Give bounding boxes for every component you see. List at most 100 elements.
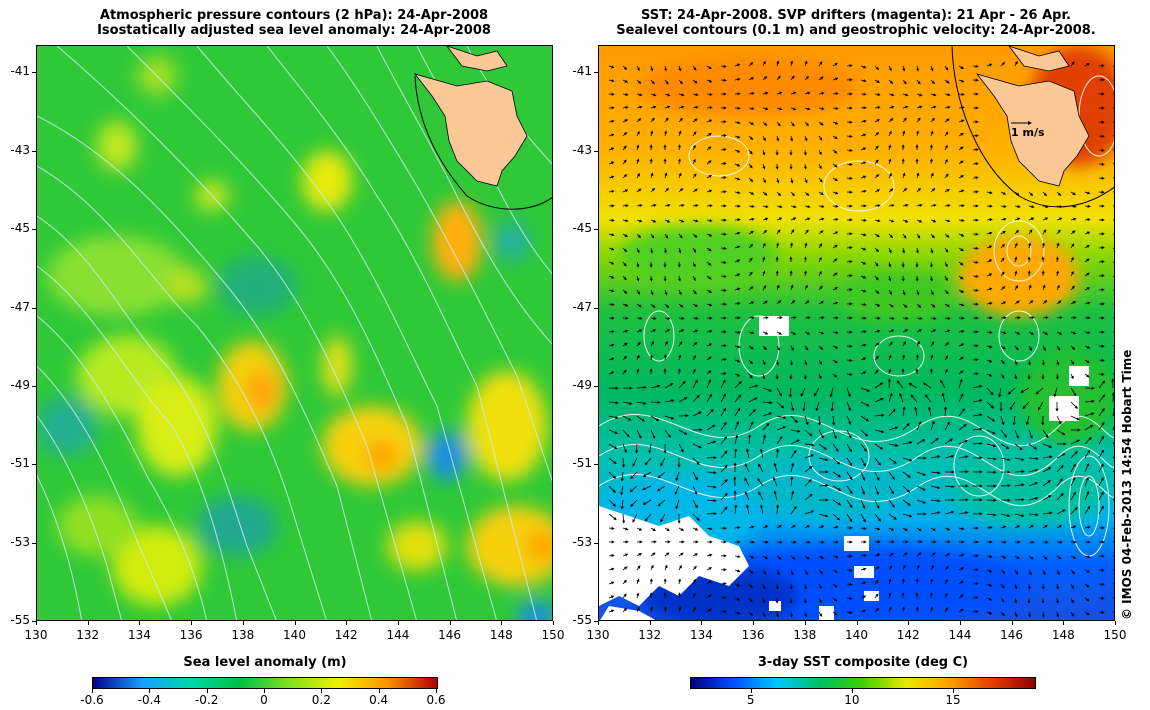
velocity-arrow — [650, 289, 654, 296]
velocity-arrow — [630, 471, 638, 479]
velocity-arrow — [958, 79, 965, 83]
velocity-arrow — [1084, 204, 1091, 208]
velocity-arrow — [1028, 468, 1039, 473]
velocity-arrow — [944, 204, 951, 208]
velocity-arrow — [902, 172, 906, 179]
left-lon-tick-label: 148 — [489, 628, 513, 642]
velocity-arrow — [706, 79, 713, 83]
velocity-arrow — [636, 303, 642, 308]
velocity-arrow — [636, 316, 643, 320]
velocity-arrow — [1056, 345, 1061, 351]
velocity-arrow — [762, 191, 768, 196]
velocity-arrow — [762, 135, 766, 142]
velocity-arrow — [608, 302, 615, 307]
velocity-arrow — [720, 148, 727, 152]
velocity-arrow — [776, 426, 787, 431]
velocity-arrow — [692, 368, 696, 375]
velocity-arrow — [790, 229, 795, 235]
velocity-arrow — [622, 79, 629, 83]
right-lon-tick — [701, 621, 703, 625]
right-lon-tick — [1011, 621, 1013, 625]
velocity-arrow — [888, 499, 895, 508]
velocity-arrow — [930, 65, 934, 72]
velocity-arrow — [663, 247, 668, 254]
velocity-arrow — [916, 439, 926, 445]
velocity-arrow — [664, 233, 669, 239]
velocity-arrow — [622, 429, 630, 438]
velocity-arrow — [632, 457, 638, 467]
velocity-arrow — [902, 233, 907, 239]
velocity-arrow — [748, 121, 754, 125]
velocity-arrow — [803, 270, 808, 277]
velocity-arrow — [1014, 316, 1021, 320]
velocity-arrow — [706, 146, 712, 151]
velocity-arrow — [1112, 121, 1114, 123]
velocity-arrow — [888, 118, 894, 123]
velocity-arrow — [1084, 218, 1091, 222]
velocity-arrow — [944, 484, 955, 489]
velocity-arrow — [916, 93, 923, 97]
velocity-arrow — [622, 355, 627, 361]
velocity-arrow — [1084, 436, 1092, 445]
velocity-arrow — [706, 174, 712, 179]
velocity-arrow — [748, 271, 753, 277]
right-lon-tick-label: 132 — [638, 628, 662, 642]
velocity-arrow — [958, 119, 965, 123]
velocity-arrow — [929, 158, 933, 165]
velocity-arrow — [1112, 275, 1114, 277]
velocity-arrow — [860, 343, 867, 347]
left-lon-tick-label: 134 — [127, 628, 151, 642]
velocity-arrow — [790, 331, 797, 335]
velocity-arrow — [720, 506, 728, 515]
velocity-arrow — [762, 359, 766, 366]
velocity-arrow — [860, 429, 869, 437]
velocity-arrow — [762, 91, 769, 95]
right-lon-tick — [804, 621, 806, 625]
velocity-arrow — [758, 463, 764, 473]
velocity-arrow — [692, 379, 698, 389]
velocity-arrow — [649, 275, 653, 282]
velocity-arrow — [888, 457, 897, 464]
velocity-arrow — [720, 246, 727, 250]
velocity-arrow — [800, 387, 806, 397]
velocity-arrow — [621, 457, 626, 468]
velocity-arrow — [678, 188, 684, 193]
velocity-arrow — [818, 230, 824, 235]
velocity-arrow — [734, 373, 741, 377]
velocity-arrow — [804, 91, 811, 95]
velocity-arrow — [678, 443, 684, 453]
velocity-arrow — [1070, 491, 1076, 501]
velocity-arrow — [944, 355, 949, 361]
right-lon-tick-label: 146 — [1000, 628, 1024, 642]
right-panel-title: SST: 24-Apr-2008. SVP drifters (magenta)… — [598, 8, 1114, 38]
velocity-arrow — [846, 260, 853, 264]
velocity-arrow — [888, 188, 894, 193]
velocity-arrow — [1098, 260, 1105, 264]
velocity-arrow — [916, 316, 923, 320]
velocity-arrow — [608, 371, 615, 375]
velocity-arrow — [832, 149, 838, 154]
velocity-arrow — [846, 358, 853, 362]
velocity-arrow — [692, 275, 696, 282]
velocity-arrow — [1098, 394, 1106, 403]
velocity-arrow — [888, 203, 895, 208]
velocity-arrow — [734, 287, 741, 291]
velocity-arrow — [677, 158, 681, 165]
sla-field — [37, 56, 552, 620]
velocity-arrow — [972, 441, 983, 446]
right-lat-tick — [594, 307, 598, 309]
left-lat-tick-label: -45 — [10, 221, 30, 236]
velocity-arrow — [902, 219, 909, 223]
velocity-arrow — [930, 341, 935, 347]
velocity-arrow — [608, 513, 617, 521]
velocity-arrow — [622, 105, 629, 110]
velocity-arrow — [874, 342, 880, 347]
velocity-arrow — [706, 106, 713, 110]
velocity-arrow — [888, 158, 892, 165]
right-lat-tick-label: -51 — [572, 456, 592, 471]
velocity-arrow — [776, 242, 780, 249]
velocity-arrow — [803, 256, 807, 263]
velocity-arrow — [622, 204, 629, 208]
velocity-arrow — [1014, 359, 1018, 366]
velocity-arrow — [636, 105, 643, 109]
